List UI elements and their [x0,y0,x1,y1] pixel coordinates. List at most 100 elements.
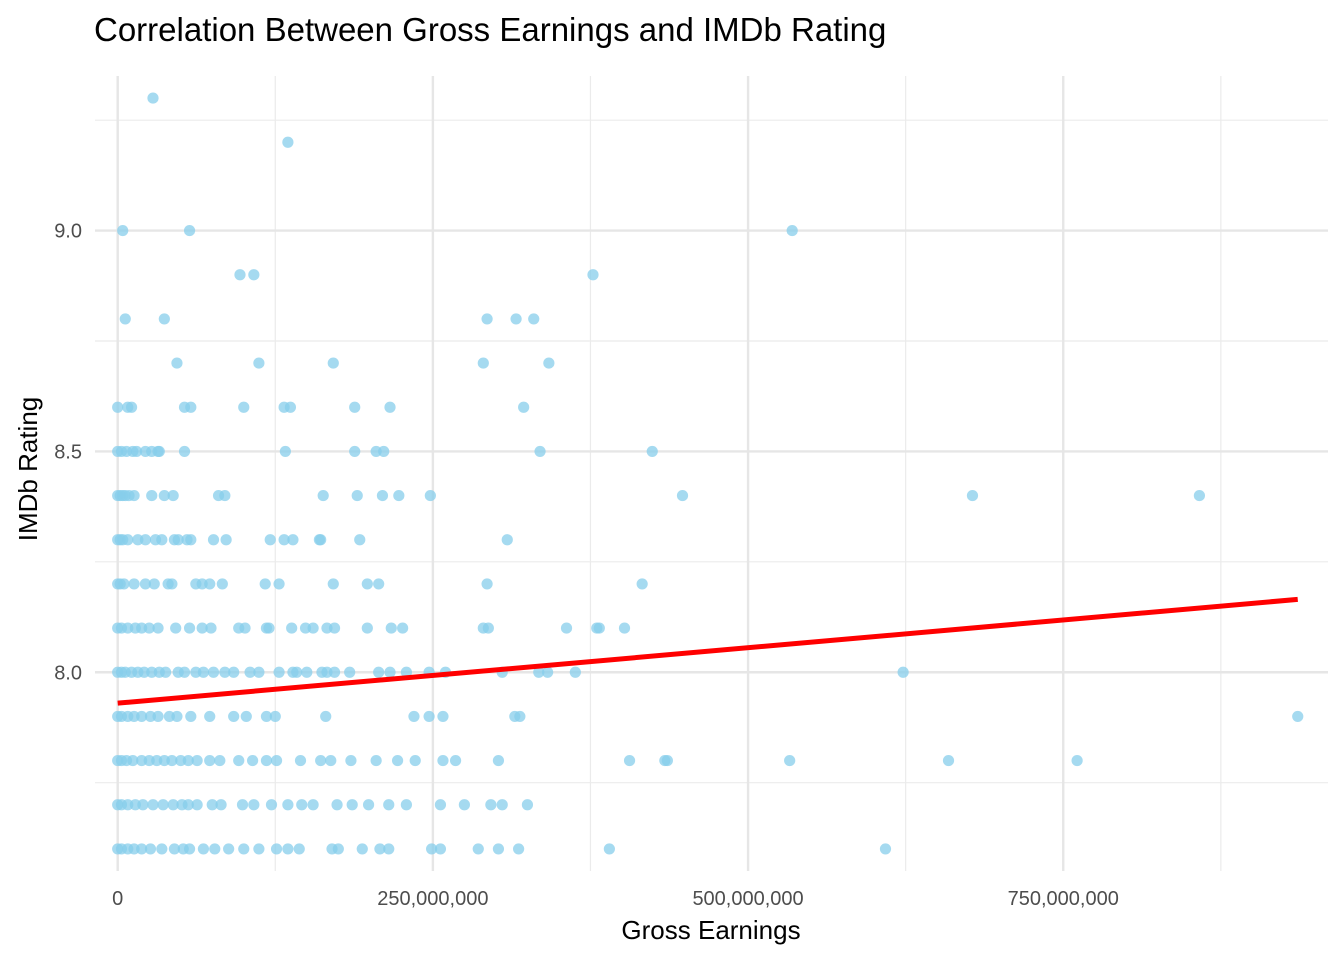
data-point [185,710,197,723]
data-point [117,224,129,237]
data-point [216,578,228,590]
data-point [260,754,273,767]
data-point [296,799,308,811]
minor-gridlines [95,76,1328,871]
data-point [437,754,449,767]
data-point [362,799,375,811]
data-point [349,445,361,458]
data-point [437,710,449,723]
data-point [533,666,545,678]
data-point [182,799,194,811]
data-point [424,489,436,502]
data-point [346,799,358,811]
data-point [167,489,179,502]
data-point [287,534,299,546]
data-point [603,843,615,855]
data-point [328,622,341,634]
data-point [220,534,232,546]
data-point [307,622,319,634]
data-point [623,754,636,767]
data-point [282,843,294,855]
data-point [136,843,148,855]
data-point [385,622,397,634]
data-point [472,843,484,855]
data-point [197,843,210,855]
data-point [273,578,285,590]
y-tick-label: 8.0 [54,662,82,684]
data-point [361,578,373,590]
data-point [214,754,226,767]
data-point [282,799,294,811]
data-point [166,754,178,767]
data-point [148,578,160,590]
data-point [178,666,191,678]
data-point [204,578,216,590]
data-point [248,269,260,281]
data-point [131,445,143,458]
data-point [146,489,158,502]
data-point [206,799,218,811]
data-point [234,269,246,281]
data-point [320,710,332,723]
data-point [153,445,165,458]
data-point [514,710,526,723]
data-point [966,489,979,502]
data-point [344,666,356,678]
data-point [345,754,357,767]
data-point [492,754,505,767]
data-point [236,799,249,811]
data-point [143,622,155,634]
data-point [426,843,438,855]
data-point [618,622,631,634]
data-point [784,754,796,767]
data-point [158,489,170,502]
data-point [434,843,447,855]
data-point [185,401,197,413]
data-point [156,534,168,546]
data-point [383,843,395,855]
data-point [279,445,291,458]
data-point [393,489,405,502]
data-point [373,578,385,590]
data-point [331,799,343,811]
data-point [361,622,373,634]
data-point [513,843,525,855]
data-point [492,843,505,855]
data-point [569,666,581,678]
data-point [183,224,196,237]
data-point [185,534,197,546]
data-point [191,754,203,767]
data-point [374,843,386,855]
data-point [273,666,285,678]
data-point [215,799,227,811]
data-point [178,445,191,458]
data-point [207,666,220,678]
y-tick-labels: 8.0 8.5 9.0 [54,221,82,685]
data-point [137,799,149,811]
data-point [449,754,462,767]
data-point [191,799,203,811]
data-point [354,534,366,546]
data-point [291,666,303,678]
data-point [160,666,172,678]
data-point [136,710,148,723]
data-point [294,754,307,767]
data-point [219,489,231,502]
data-point [636,578,648,590]
data-point [307,799,319,811]
data-point [482,622,494,634]
data-point [301,666,313,678]
data-point [458,799,470,811]
data-point [942,754,955,767]
data-point [171,357,183,369]
data-point [351,489,363,502]
y-tick-label: 9.0 [54,221,82,243]
data-point [152,622,164,634]
data-point [168,843,181,855]
data-point [593,622,605,634]
data-point [239,622,251,634]
data-point [278,534,290,546]
data-point [204,754,216,767]
data-point [534,445,546,458]
